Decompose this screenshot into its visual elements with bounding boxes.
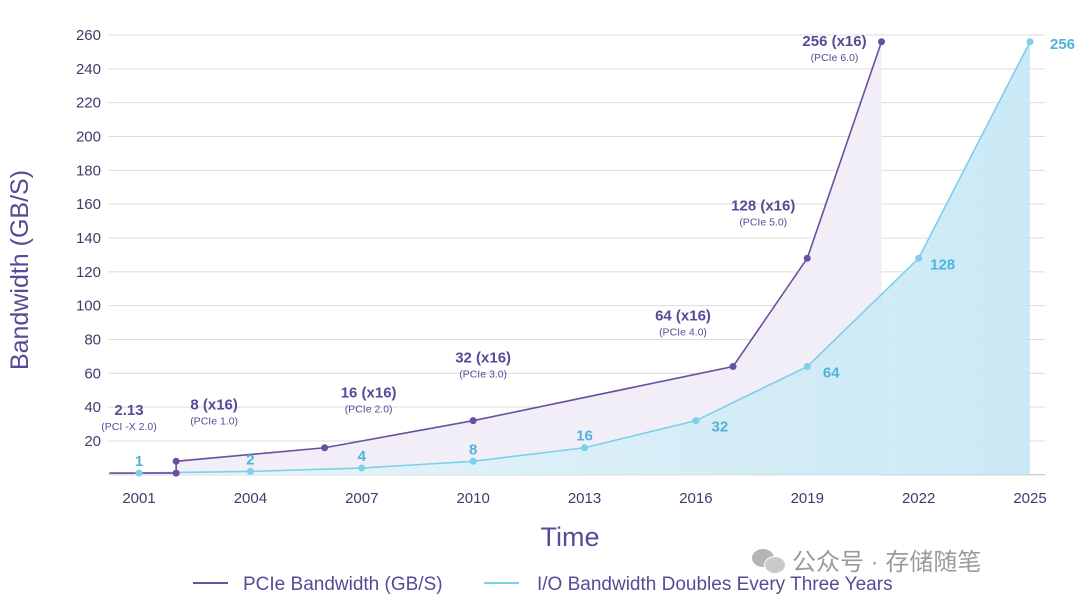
pcie-data-label: 8 (x16) — [190, 396, 238, 413]
io-point — [1026, 38, 1034, 46]
x-tick-label: 2019 — [791, 490, 824, 507]
y-tick-label: 220 — [76, 95, 101, 112]
y-tick-label: 100 — [76, 298, 101, 315]
y-tick-label: 20 — [84, 433, 101, 450]
io-data-label: 4 — [358, 448, 367, 465]
io-data-label: 1 — [135, 453, 143, 470]
pcie-data-sublabel: (PCIe 1.0) — [190, 415, 238, 427]
y-tick-label: 200 — [76, 129, 101, 146]
io-point — [692, 417, 700, 425]
io-data-label: 2 — [246, 451, 254, 468]
watermark: 公众号 · 存储随笔 — [752, 542, 981, 577]
y-tick-label: 120 — [76, 264, 101, 281]
y-axis-title: Bandwidth (GB/S) — [6, 170, 34, 370]
pcie-data-label: 256 (x16) — [802, 33, 866, 50]
io-data-label: 16 — [576, 428, 593, 445]
y-tick-label: 240 — [76, 61, 101, 78]
legend-label-io: I/O Bandwidth Doubles Every Three Years — [537, 574, 893, 595]
wechat-icon — [752, 547, 786, 574]
pcie-point — [803, 254, 811, 262]
x-axis-title: Time — [541, 522, 600, 552]
x-tick-label: 2001 — [122, 490, 155, 507]
pcie-data-sublabel: (PCIe 4.0) — [659, 327, 707, 339]
pcie-data-sublabel: (PCI -X 2.0) — [101, 421, 156, 433]
pcie-data-sublabel: (PCIe 6.0) — [811, 52, 859, 64]
pcie-data-label: 2.13 — [114, 402, 143, 419]
io-point — [358, 464, 366, 472]
y-tick-label: 40 — [84, 399, 101, 416]
pcie-point — [729, 363, 737, 371]
y-tick-label: 260 — [76, 27, 101, 44]
watermark-text: 公众号 · 存储随笔 — [792, 549, 982, 576]
pcie-point — [878, 38, 885, 46]
x-tick-label: 2004 — [234, 490, 267, 507]
io-point — [581, 444, 588, 452]
y-tick-label: 60 — [84, 365, 101, 382]
pcie-point — [469, 417, 477, 425]
y-tick-label: 180 — [76, 162, 101, 179]
pcie-data-sublabel: (PCIe 3.0) — [459, 369, 507, 381]
pcie-data-label: 64 (x16) — [655, 308, 711, 325]
x-tick-label: 2007 — [345, 490, 378, 507]
pcie-data-label: 32 (x16) — [455, 350, 511, 367]
pcie-data-label: 128 (x16) — [731, 197, 795, 214]
x-tick-label: 2016 — [679, 490, 712, 507]
x-tick-label: 2013 — [568, 490, 601, 507]
pcie-data-label: 16 (x16) — [341, 385, 397, 402]
io-data-label: 128 — [930, 256, 955, 273]
pcie-point — [321, 444, 329, 452]
pcie-point — [172, 469, 180, 477]
io-data-label: 64 — [823, 365, 840, 382]
io-point — [915, 254, 923, 262]
io-point — [246, 467, 254, 475]
io-data-label: 8 — [469, 441, 477, 458]
x-tick-label: 2010 — [456, 490, 489, 507]
io-point — [469, 457, 477, 465]
pcie-point — [172, 457, 180, 465]
pcie-data-sublabel: (PCIe 5.0) — [739, 216, 787, 228]
pcie-data-sublabel: (PCIe 2.0) — [345, 404, 393, 416]
x-tick-label: 2022 — [902, 490, 935, 507]
y-tick-label: 160 — [76, 196, 101, 213]
io-point — [803, 363, 811, 371]
y-tick-label: 140 — [76, 230, 101, 247]
io-data-label: 32 — [712, 419, 729, 436]
io-data-label: 256 — [1050, 36, 1075, 53]
io-point — [135, 469, 143, 477]
x-tick-label: 2025 — [1013, 490, 1046, 507]
legend-label-pcie: PCIe Bandwidth (GB/S) — [243, 574, 443, 595]
y-tick-label: 80 — [84, 331, 101, 348]
